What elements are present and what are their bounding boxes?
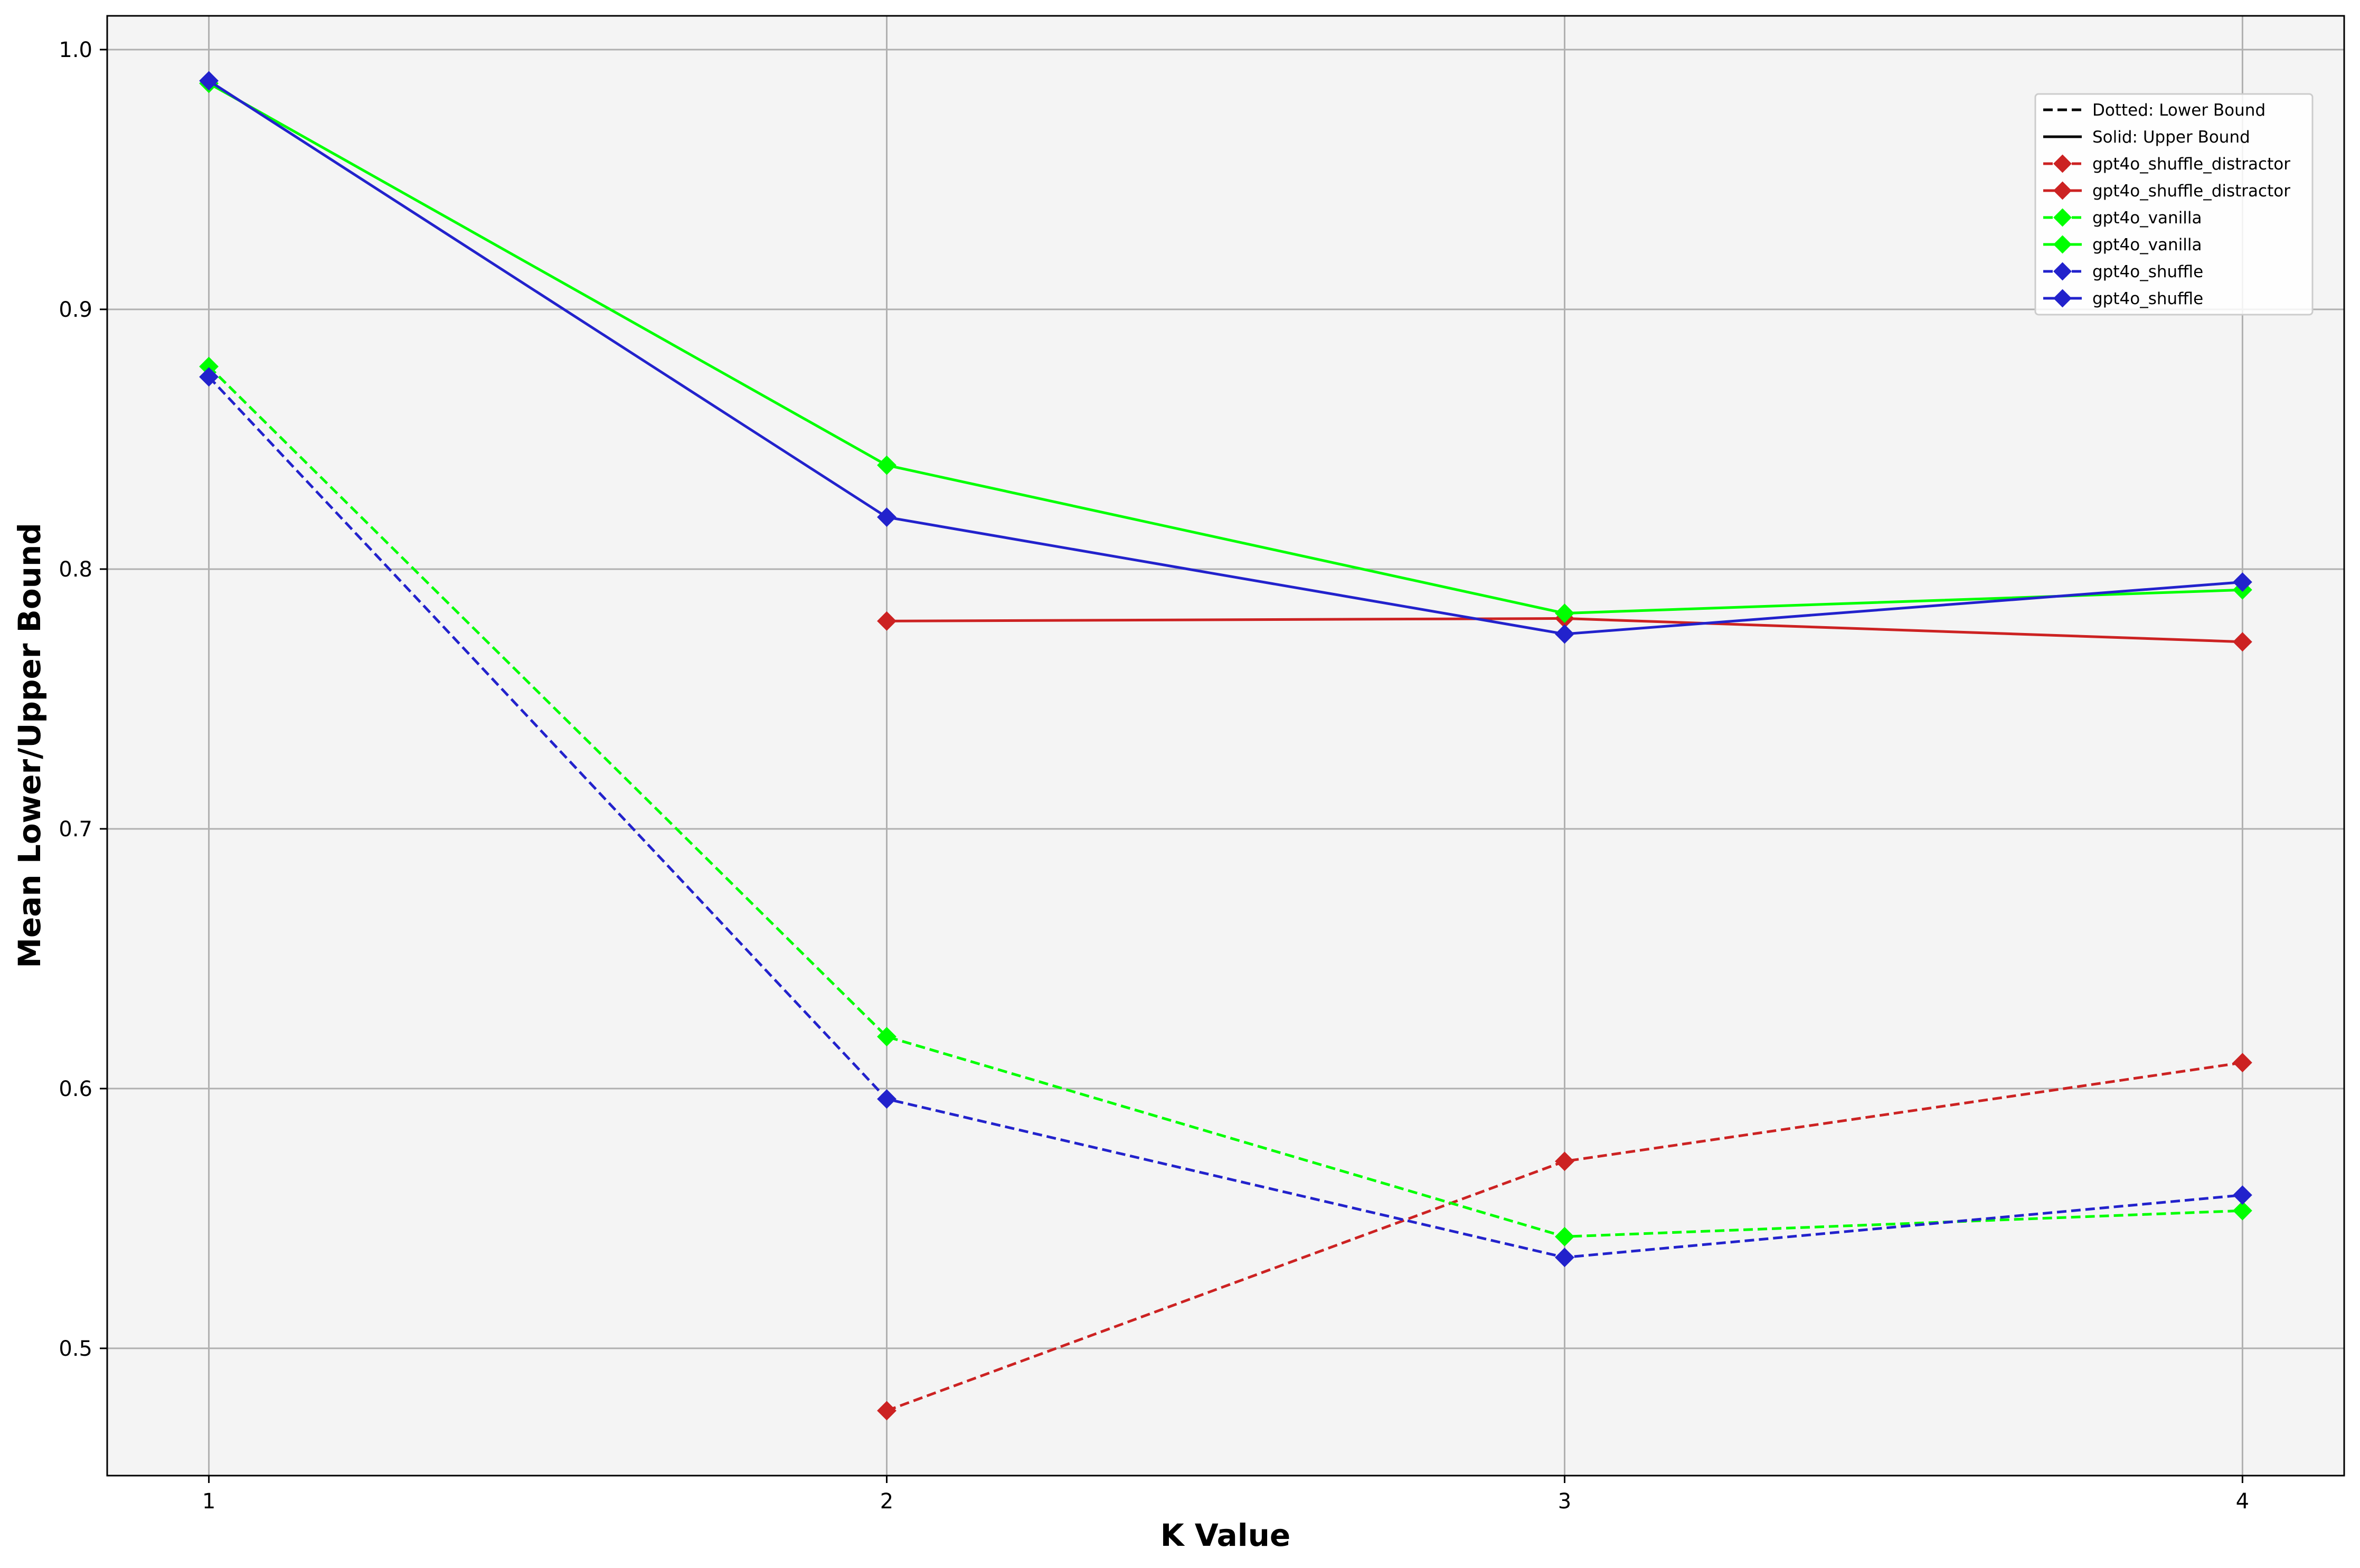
series-line-gpt4o_vanilla-upper bbox=[208, 82, 2243, 615]
y-tick-label: 1.0 bbox=[59, 38, 92, 62]
plot-frame bbox=[106, 15, 2345, 1477]
legend-label: gpt4o_shuffle bbox=[2092, 289, 2203, 308]
data-point-gpt4o_vanilla-lower bbox=[2232, 1201, 2252, 1221]
legend-label: gpt4o_vanilla bbox=[2092, 209, 2202, 228]
legend-marker bbox=[2053, 208, 2072, 227]
data-point-gpt4o_shuffle_distractor-upper bbox=[877, 611, 896, 631]
data-point-gpt4o_shuffle_distractor-lower bbox=[2232, 1053, 2252, 1073]
data-point-gpt4o_shuffle_distractor-upper bbox=[2232, 632, 2252, 652]
x-tick-label: 3 bbox=[1558, 1489, 1571, 1514]
data-point-gpt4o_vanilla-upper bbox=[877, 455, 896, 475]
grid-lines bbox=[107, 16, 2344, 1476]
data-point-gpt4o_vanilla-lower bbox=[877, 1027, 896, 1046]
data-point-gpt4o_vanilla-lower bbox=[1555, 1226, 1574, 1246]
x-tick-label: 1 bbox=[202, 1489, 215, 1514]
legend-label: Dotted: Lower Bound bbox=[2092, 101, 2265, 120]
y-tick-label: 0.9 bbox=[59, 298, 92, 322]
legend-label: gpt4o_shuffle_distractor bbox=[2092, 182, 2290, 201]
x-axis-title: K Value bbox=[1160, 1517, 1291, 1553]
data-point-gpt4o_shuffle-upper bbox=[1555, 624, 1574, 644]
series-layer bbox=[199, 71, 2252, 1421]
data-point-gpt4o_shuffle-lower bbox=[1555, 1248, 1574, 1268]
legend-marker bbox=[2053, 262, 2072, 281]
legend-marker bbox=[2053, 181, 2072, 200]
y-tick-label: 0.6 bbox=[59, 1077, 92, 1101]
plot-area bbox=[107, 16, 2344, 1476]
legend-marker bbox=[2053, 289, 2072, 308]
y-tick-label: 0.8 bbox=[59, 558, 92, 582]
data-point-gpt4o_shuffle-lower bbox=[877, 1089, 896, 1109]
data-point-gpt4o_shuffle-upper bbox=[199, 71, 219, 91]
legend-label: gpt4o_shuffle bbox=[2092, 262, 2203, 281]
data-point-gpt4o_shuffle_distractor-lower bbox=[1555, 1151, 1574, 1172]
legend-marker bbox=[2053, 235, 2072, 254]
legend-label: Solid: Upper Bound bbox=[2092, 128, 2250, 147]
series-line-gpt4o_vanilla-lower bbox=[207, 365, 2243, 1238]
y-axis-title: Mean Lower/Upper Bound bbox=[12, 523, 48, 968]
y-tick-label: 0.5 bbox=[59, 1337, 92, 1361]
data-point-gpt4o_shuffle-upper bbox=[877, 507, 896, 527]
y-tick-label: 0.7 bbox=[59, 817, 92, 842]
legend-marker bbox=[2053, 154, 2072, 173]
data-point-gpt4o_vanilla-upper bbox=[1555, 603, 1574, 623]
legend-box bbox=[2034, 93, 2314, 316]
series-line-gpt4o_shuffle-lower bbox=[207, 376, 2243, 1259]
legend-label: gpt4o_shuffle_distractor bbox=[2092, 155, 2290, 174]
data-point-gpt4o_shuffle-lower bbox=[199, 367, 219, 387]
x-tick-label: 4 bbox=[2236, 1489, 2249, 1514]
legend: Dotted: Lower Bound Solid: Upper Bound gpt… bbox=[2034, 93, 2314, 316]
series-line-gpt4o_shuffle-upper bbox=[208, 79, 2243, 636]
data-point-gpt4o_shuffle-lower bbox=[2232, 1185, 2252, 1205]
data-point-gpt4o_shuffle-upper bbox=[2232, 572, 2252, 592]
axis-ticks: 1 2 3 4 0.5 0.6 0.7 0.8 0.9 1.0 bbox=[59, 38, 2249, 1514]
data-point-gpt4o_shuffle_distractor-lower bbox=[877, 1401, 896, 1421]
legend-label: gpt4o_vanilla bbox=[2092, 235, 2202, 254]
x-tick-label: 2 bbox=[880, 1489, 893, 1514]
